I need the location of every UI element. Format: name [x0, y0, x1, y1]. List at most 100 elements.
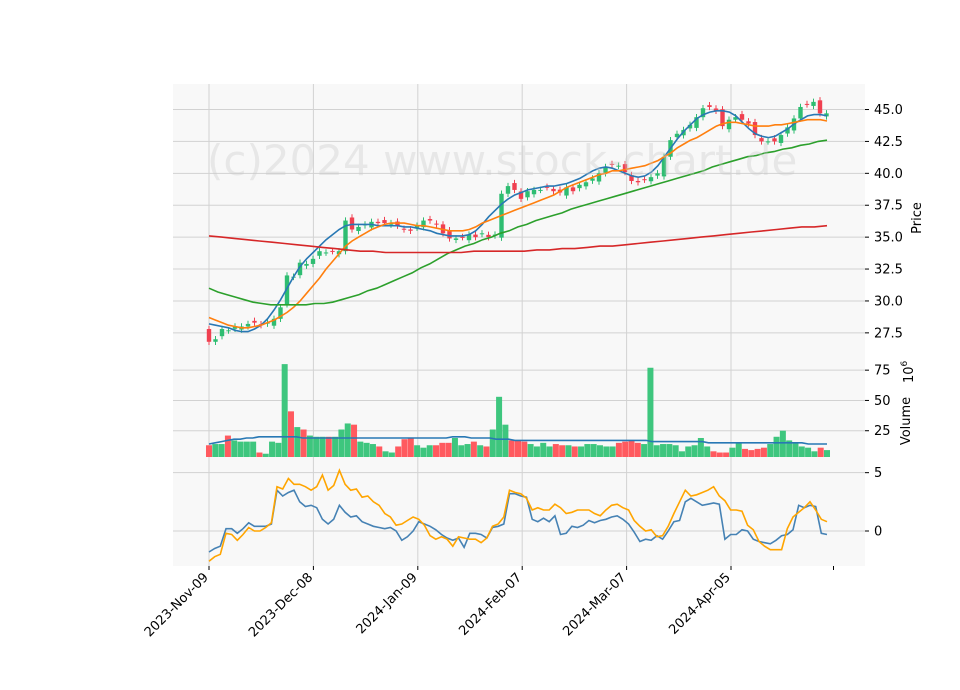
candle-up	[278, 307, 283, 319]
moving-average-200	[208, 224, 828, 254]
volume-axis-label: Volume	[899, 397, 914, 445]
candle-up	[453, 238, 459, 240]
volume-bar-up	[697, 437, 704, 457]
candle-down	[349, 217, 355, 230]
volume-bar-down	[376, 446, 383, 457]
candle-down	[447, 230, 452, 239]
volume-bar-down	[483, 446, 490, 457]
volume-bar-up	[691, 445, 698, 457]
moving-average-mid	[208, 118, 828, 329]
volume-bar-up	[344, 423, 351, 457]
volume-bar-up	[704, 446, 711, 457]
volume-bar-down	[287, 411, 294, 457]
volume-bar-up	[496, 396, 503, 457]
volume-bar-up	[313, 436, 320, 457]
volume-bar-down	[395, 446, 402, 457]
volume-bar-down	[325, 436, 332, 457]
volume-bar-up	[603, 446, 610, 457]
moving-average-short	[208, 110, 828, 333]
volume-bar-up	[275, 442, 282, 457]
volume-bar-up	[672, 445, 679, 457]
volume-bar-down	[508, 440, 515, 457]
candle-up	[590, 178, 595, 181]
volume-bar-up	[786, 440, 793, 457]
volume-bar-up	[641, 444, 648, 457]
y-tick-label: 27.5	[874, 326, 903, 341]
candle-down	[759, 138, 764, 142]
candle-down	[817, 100, 823, 114]
candle-up	[538, 189, 543, 191]
candle-up	[219, 329, 225, 337]
candle-up	[798, 106, 803, 119]
candle-down	[635, 180, 641, 183]
candle-up	[232, 326, 238, 329]
volume-bar-up	[678, 451, 685, 457]
volume-bar-up	[269, 441, 276, 457]
volume-bar-down	[407, 437, 414, 457]
volume-bar-up	[685, 446, 692, 457]
volume-bar-up	[596, 445, 603, 457]
candle-down	[518, 191, 524, 199]
candle-down	[642, 179, 647, 181]
candle-down	[375, 221, 381, 224]
candle-up	[304, 263, 309, 266]
y-tick-label: 40.0	[874, 167, 903, 182]
volume-bar-up	[578, 446, 585, 457]
candle-up	[726, 119, 732, 130]
volume-bar-up	[414, 445, 421, 457]
volume-bar-down	[470, 441, 477, 457]
candle-down	[707, 105, 712, 107]
panel-background	[173, 84, 865, 352]
x-tick-label: 2024-Mar-07	[560, 570, 629, 639]
candle-up	[564, 187, 569, 196]
volume-bar-up	[212, 444, 219, 457]
volume-axis-unit: 106	[900, 360, 917, 383]
candle-up	[531, 189, 537, 195]
volume-bar-up	[464, 444, 471, 457]
volume-bar-up	[218, 444, 225, 457]
candle-up	[765, 141, 771, 143]
volume-bar-up	[237, 441, 244, 457]
volume-bar-up	[811, 451, 818, 457]
y-tick-label: 42.5	[874, 135, 903, 150]
volume-bar-up	[477, 445, 484, 457]
candle-up	[596, 173, 602, 182]
oscillator-slow-line	[208, 468, 828, 562]
volume-bar-down	[206, 445, 212, 457]
candle-up	[824, 113, 829, 117]
volume-bar-up	[262, 453, 269, 457]
candle-down	[473, 234, 478, 238]
y-tick-label: 5	[874, 466, 882, 481]
volume-moving-average	[208, 435, 827, 445]
volume-bar-up	[250, 441, 257, 457]
candle-up	[687, 124, 693, 129]
volume-bar-up	[527, 444, 534, 457]
candle-down	[486, 234, 491, 238]
candle-down	[434, 223, 439, 225]
y-tick-label: 0	[874, 525, 882, 540]
candle-up	[317, 251, 322, 256]
volume-bar-down	[445, 442, 452, 457]
y-tick-label: 35.0	[874, 231, 903, 246]
volume-bar-down	[521, 441, 528, 457]
candle-up	[414, 225, 420, 228]
volume-bar-down	[439, 442, 446, 457]
candle-up	[297, 262, 303, 276]
x-tick-label: 2024-Feb-07	[456, 570, 525, 639]
x-tick-label: 2023-Dec-08	[246, 570, 316, 640]
volume-bar-up	[565, 445, 572, 457]
x-tick-label: 2023-Nov-09	[142, 570, 212, 640]
price-panel	[206, 97, 829, 345]
volume-bar-up	[451, 437, 458, 457]
volume-bar-down	[401, 439, 408, 457]
volume-bar-up	[767, 444, 774, 457]
candle-down	[330, 250, 335, 252]
candle-up	[616, 165, 621, 167]
candle-up	[466, 234, 472, 241]
volume-bar-up	[540, 442, 547, 457]
y-tick-label: 45.0	[874, 103, 903, 118]
volume-bar-down	[552, 444, 559, 457]
candle-down	[746, 121, 751, 124]
candle-down	[622, 164, 628, 173]
volume-bar-down	[300, 429, 307, 457]
